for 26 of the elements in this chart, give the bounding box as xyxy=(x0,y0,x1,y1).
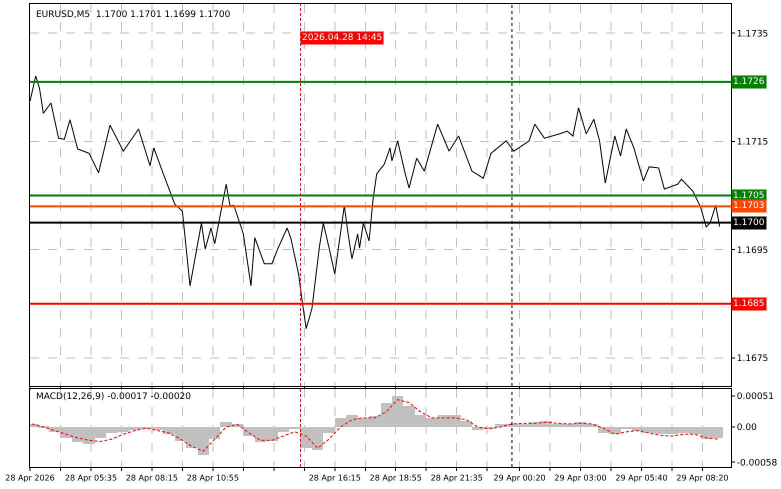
x-tick-label: 29 Apr 05:40 xyxy=(615,474,668,483)
y-tick-label: 0.00 xyxy=(736,423,758,434)
ref-line-label: 1.1705 xyxy=(733,191,764,201)
x-tick-label: 29 Apr 08:20 xyxy=(676,474,729,483)
ref-line-label: 1.1703 xyxy=(733,201,764,211)
y-tick-label: 1.1735 xyxy=(736,29,768,40)
x-tick-label: 29 Apr 03:00 xyxy=(554,474,607,483)
y-tick-label: 1.1675 xyxy=(736,354,768,364)
text: EURUSD,M5 1.1700 1.1701 1.1699 1.1700 xyxy=(36,10,231,20)
x-tick-label: 28 Apr 18:55 xyxy=(370,474,422,483)
ref-line-label: 1.1700 xyxy=(733,218,765,228)
y-tick-label: 1.1695 xyxy=(736,246,768,256)
x-tick-label: 28 Apr 16:15 xyxy=(308,474,361,483)
x-tick-label: 28 Apr 08:15 xyxy=(126,474,178,483)
x-tick-label: 29 Apr 00:20 xyxy=(493,474,546,483)
ref-line-label: 1.1726 xyxy=(733,77,765,87)
ref-line-label: 1.1685 xyxy=(733,299,764,309)
x-tick-label: 28 Apr 10:55 xyxy=(186,474,239,483)
y-tick-label: 0.00051 xyxy=(736,392,774,402)
x-tick-label: 28 Apr 21:35 xyxy=(430,474,483,483)
ref-line-label: 2026.04.28 14:45 xyxy=(302,33,382,43)
x-tick-label: 28 Apr 2026 xyxy=(5,474,55,483)
x-tick-label: 28 Apr 05:35 xyxy=(64,474,118,483)
y-tick-label: -0.00058 xyxy=(736,458,778,468)
y-tick-label: 1.1715 xyxy=(736,138,768,148)
chart-title: MACD(12,26,9) -0.00017 -0.00020 xyxy=(36,392,192,402)
